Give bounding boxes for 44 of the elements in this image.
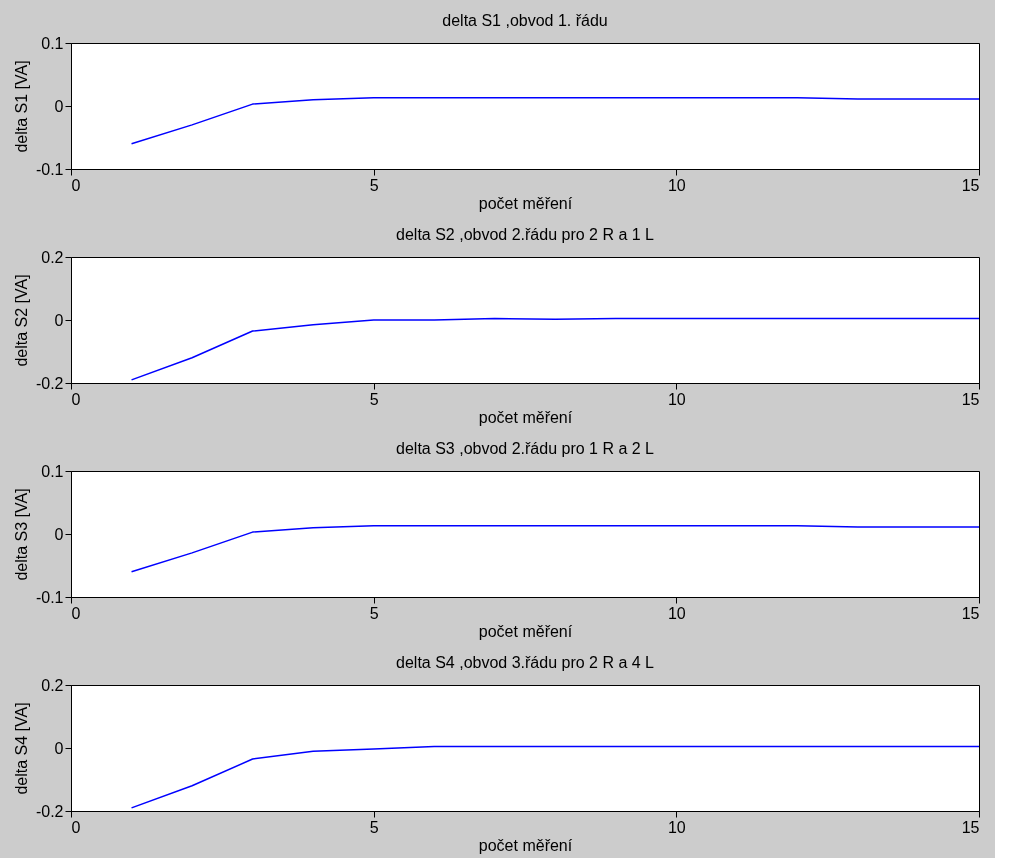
x-tick-label: 15 — [961, 818, 980, 836]
chart-title: delta S1 ,obvod 1. řádu — [442, 12, 608, 29]
x-tick-label: 5 — [369, 604, 379, 622]
x-tick-label: 0 — [71, 176, 81, 194]
line-series — [130, 525, 980, 573]
y-tick-label: 0 — [54, 97, 64, 115]
y-tick-label: 0 — [54, 739, 64, 757]
y-tick-label: -0.2 — [35, 374, 64, 392]
y-axis-title: delta S2 [VA] — [12, 274, 30, 367]
y-tick-label: 0.1 — [41, 462, 64, 480]
y-tick-label: 0 — [54, 525, 64, 543]
y-tick-label: 0 — [54, 311, 64, 329]
x-tick-label: 15 — [961, 604, 980, 622]
y-tick-label: -0.1 — [35, 588, 64, 606]
y-tick-label: 0.1 — [41, 34, 64, 52]
chart-title: delta S3 ,obvod 2.řádu pro 1 R a 2 L — [396, 440, 655, 457]
y-axis-title: delta S1 [VA] — [12, 60, 30, 153]
x-axis-title: počet měření — [478, 408, 573, 426]
x-tick-label: 10 — [667, 176, 686, 194]
y-tick-label: -0.2 — [35, 802, 64, 820]
x-tick-label: 0 — [71, 390, 81, 408]
x-tick-label: 0 — [71, 604, 81, 622]
x-tick-label: 0 — [71, 818, 81, 836]
x-tick-label: 5 — [369, 176, 379, 194]
x-tick-label: 10 — [667, 604, 686, 622]
x-tick-label: 10 — [667, 818, 686, 836]
x-tick-label: 5 — [369, 818, 379, 836]
y-axis-title: delta S3 [VA] — [12, 488, 30, 581]
chart-title: delta S2 ,obvod 2.řádu pro 2 R a 1 L — [396, 226, 655, 243]
x-tick-label: 5 — [369, 390, 379, 408]
x-axis-title: počet měření — [478, 194, 573, 212]
y-tick-label: 0.2 — [41, 248, 64, 266]
line-series — [130, 97, 980, 145]
x-tick-label: 10 — [667, 390, 686, 408]
line-series — [130, 745, 980, 809]
line-series — [130, 317, 980, 381]
y-tick-label: 0.2 — [41, 676, 64, 694]
chart-title: delta S4 ,obvod 3.řádu pro 2 R a 4 L — [396, 654, 655, 671]
x-tick-label: 15 — [961, 176, 980, 194]
y-tick-label: -0.1 — [35, 160, 64, 178]
x-axis-title: počet měření — [478, 836, 573, 854]
x-tick-label: 15 — [961, 390, 980, 408]
y-axis-title: delta S4 [VA] — [12, 702, 30, 795]
x-axis-title: počet měření — [478, 622, 573, 640]
